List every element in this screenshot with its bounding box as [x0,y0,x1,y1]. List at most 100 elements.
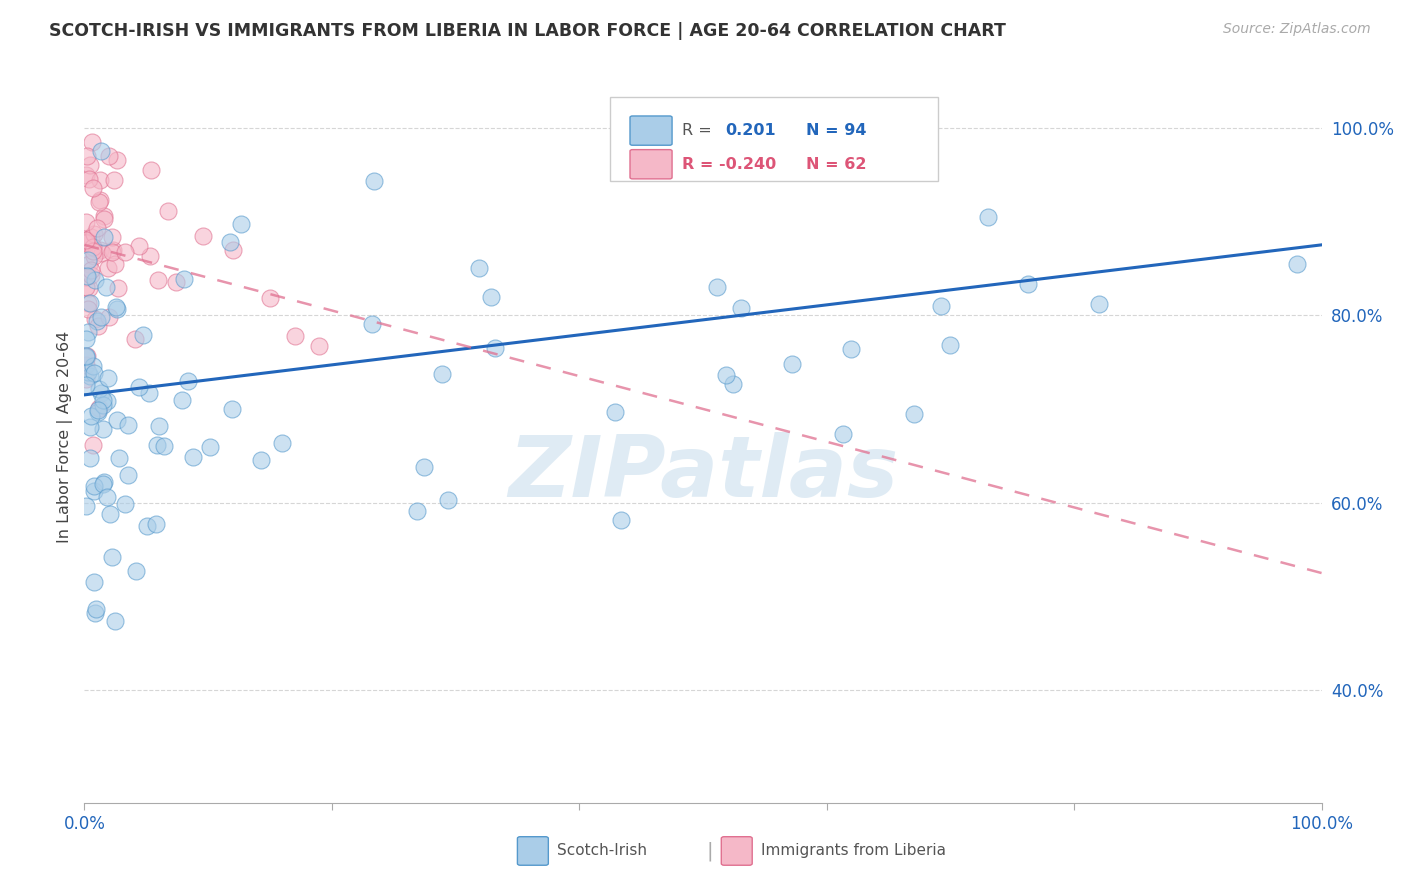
Point [841,343,863,357]
Point [89,244,111,258]
Point [101,230,124,244]
Point [107,280,129,294]
Point [77,172,100,186]
Point [75,499,97,513]
Point [903,407,925,421]
Point [77,257,100,271]
Point [104,257,127,271]
Point [430,367,453,381]
Point [75,349,97,363]
Point [79,420,101,434]
Point [146,437,169,451]
Point [79,268,101,282]
Point [83,227,105,242]
Point [84,273,107,287]
Point [77,296,100,310]
Point [105,413,128,427]
Point [82,181,104,195]
Point [222,244,245,258]
Point [98,507,121,521]
Point [96,491,118,505]
Y-axis label: In Labor Force | Age 20-64: In Labor Force | Age 20-64 [58,331,73,543]
Point [75,235,97,250]
Point [90,245,112,260]
Point [128,380,150,394]
Point [198,440,221,454]
Point [139,249,162,263]
Point [93,422,115,436]
Text: Source: ZipAtlas.com: Source: ZipAtlas.com [1223,22,1371,37]
Point [75,378,97,392]
Point [976,211,998,225]
Point [117,417,139,432]
Text: N = 62: N = 62 [806,157,866,172]
Point [221,402,243,417]
Point [1088,297,1111,311]
Point [156,204,179,219]
Point [90,386,112,401]
Text: |: | [707,841,713,861]
Point [84,606,107,620]
Point [75,168,97,182]
Point [436,492,458,507]
Point [93,210,115,224]
Point [101,550,124,565]
Point [87,318,110,333]
Point [75,233,97,247]
Point [105,153,128,168]
Point [75,235,97,250]
Point [101,243,124,257]
Point [124,332,146,346]
Point [1017,277,1039,291]
Point [83,249,105,263]
Point [77,365,100,379]
Point [82,240,104,254]
Point [271,436,294,450]
Point [97,260,120,275]
Point [84,602,107,616]
Point [76,269,98,284]
Point [82,244,104,258]
Point [87,403,110,417]
Point [125,564,148,578]
Text: Immigrants from Liberia: Immigrants from Liberia [761,844,946,858]
Point [75,351,97,365]
Point [152,439,174,453]
Point [468,260,491,275]
Point [706,279,728,293]
Point [104,614,127,628]
Point [83,479,105,493]
Point [79,296,101,310]
Point [117,468,139,483]
Point [77,325,100,339]
FancyBboxPatch shape [610,97,938,181]
Point [76,302,98,317]
Point [929,299,952,313]
Point [79,369,101,384]
Point [84,312,107,326]
Point [172,392,194,407]
Point [76,349,98,363]
Point [83,366,105,380]
Point [75,280,97,294]
FancyBboxPatch shape [630,116,672,145]
Point [86,220,108,235]
Point [605,404,627,418]
Point [104,300,127,314]
Point [114,497,136,511]
Point [177,374,200,388]
Point [76,252,98,267]
Point [75,270,97,285]
Point [173,271,195,285]
Point [90,310,112,325]
Point [96,280,118,294]
Point [91,398,114,412]
Point [82,438,104,452]
Point [82,359,104,373]
Point [96,393,118,408]
FancyBboxPatch shape [630,150,672,179]
Point [361,317,384,331]
Point [89,173,111,187]
Point [132,327,155,342]
Point [148,419,170,434]
